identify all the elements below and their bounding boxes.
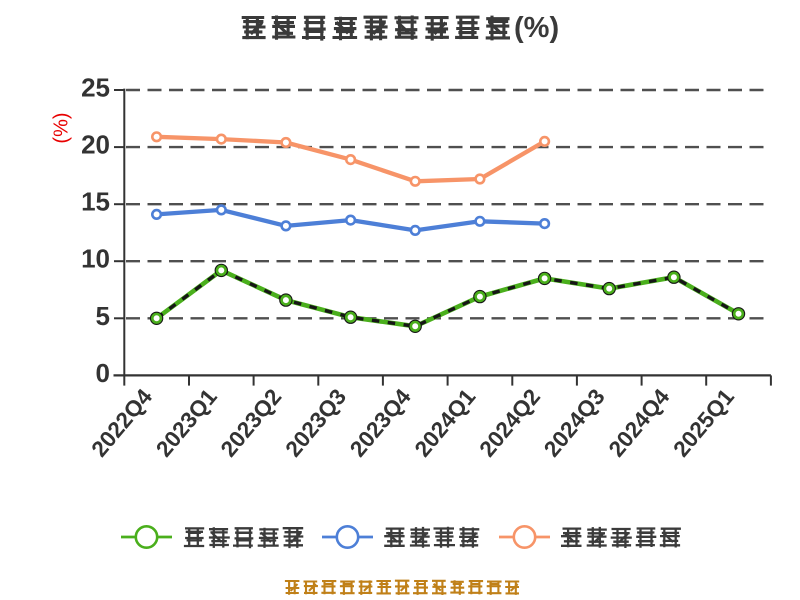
svg-text:0: 0 — [96, 358, 110, 388]
svg-text:15: 15 — [81, 187, 110, 217]
svg-text:25: 25 — [81, 73, 110, 103]
svg-text:10: 10 — [81, 244, 110, 274]
svg-text:(%): (%) — [51, 112, 73, 143]
svg-text:20: 20 — [81, 130, 110, 160]
svg-text:5: 5 — [96, 301, 110, 331]
svg-text:(%): (%) — [514, 12, 559, 44]
